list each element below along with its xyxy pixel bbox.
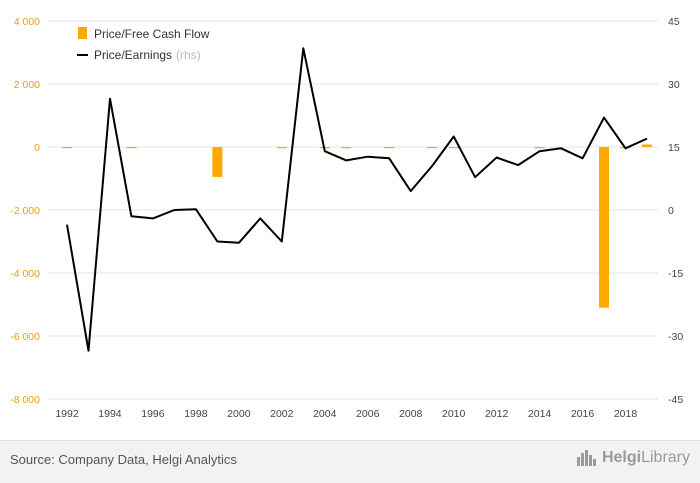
x-tick-label: 1996 <box>141 408 165 420</box>
brand-logo: Helgi Library <box>576 449 690 467</box>
x-tick-label: 2002 <box>270 408 294 420</box>
bar <box>384 147 395 149</box>
x-tick-label: 2006 <box>356 408 380 420</box>
x-axis-ticks: 1992 1994 1996 1998 2000 2002 2004 2006 2008 2010… <box>55 408 637 420</box>
bar <box>341 147 352 149</box>
bar <box>448 147 459 149</box>
right-tick-label: 15 <box>668 142 680 154</box>
right-tick-label: -45 <box>668 394 683 406</box>
x-tick-label: 2000 <box>227 408 251 420</box>
footer: Source: Company Data, Helgi Analytics He… <box>0 440 700 483</box>
pfcf-bars <box>62 144 652 308</box>
x-tick-label: 2010 <box>442 408 466 420</box>
legend-label-pfcf: Price/Free Cash Flow <box>94 27 210 41</box>
bar <box>126 147 137 149</box>
right-tick-label: -15 <box>668 268 683 280</box>
left-tick-label: -4 000 <box>10 268 40 280</box>
left-tick-label: -8 000 <box>10 394 40 406</box>
left-axis-ticks: 4 000 2 000 0 -2 000 -4 000 -6 000 -8 000 <box>10 16 40 406</box>
x-tick-label: 1992 <box>55 408 79 420</box>
bar <box>642 144 652 147</box>
left-tick-label: 2 000 <box>14 79 40 91</box>
bar <box>427 147 438 149</box>
left-tick-label: 4 000 <box>14 16 40 28</box>
bar <box>599 147 610 308</box>
legend-label-pe-name: Price/Earnings <box>94 48 172 62</box>
legend-label-pe: Price/Earnings (rhs) <box>94 48 201 62</box>
legend-label-pe-suffix: (rhs) <box>176 48 201 62</box>
right-tick-label: 0 <box>668 205 674 217</box>
gridlines <box>48 20 658 400</box>
right-axis-ticks: 45 30 15 0 -15 -30 -45 <box>668 16 683 406</box>
left-tick-label: -6 000 <box>10 331 40 343</box>
x-tick-label: 1998 <box>184 408 208 420</box>
brand-name: Helgi <box>601 449 642 466</box>
pe-line <box>66 47 648 352</box>
right-tick-label: 45 <box>668 16 680 28</box>
bar <box>534 147 545 149</box>
x-tick-label: 2008 <box>399 408 423 420</box>
x-tick-label: 1994 <box>98 408 122 420</box>
x-tick-label: 2012 <box>485 408 509 420</box>
left-tick-label: 0 <box>34 142 40 154</box>
right-tick-label: 30 <box>668 79 680 91</box>
brand-suffix: Library <box>641 449 690 466</box>
x-tick-label: 2004 <box>313 408 337 420</box>
source-note: Source: Company Data, Helgi Analytics <box>10 452 237 467</box>
bar <box>212 147 223 177</box>
x-tick-label: 2016 <box>571 408 595 420</box>
legend: Price/Free Cash Flow Price/Earnings (rhs) <box>77 27 210 62</box>
x-tick-label: 2014 <box>528 408 552 420</box>
x-tick-label: 2018 <box>614 408 638 420</box>
left-tick-label: -2 000 <box>10 205 40 217</box>
legend-swatch-pfcf <box>78 27 87 39</box>
right-tick-label: -30 <box>668 331 683 343</box>
bar <box>62 147 72 149</box>
bar <box>276 147 287 149</box>
skyline-icon <box>576 450 596 466</box>
chart: 4 000 2 000 0 -2 000 -4 000 -6 000 -8 000 45 30… <box>10 16 683 420</box>
